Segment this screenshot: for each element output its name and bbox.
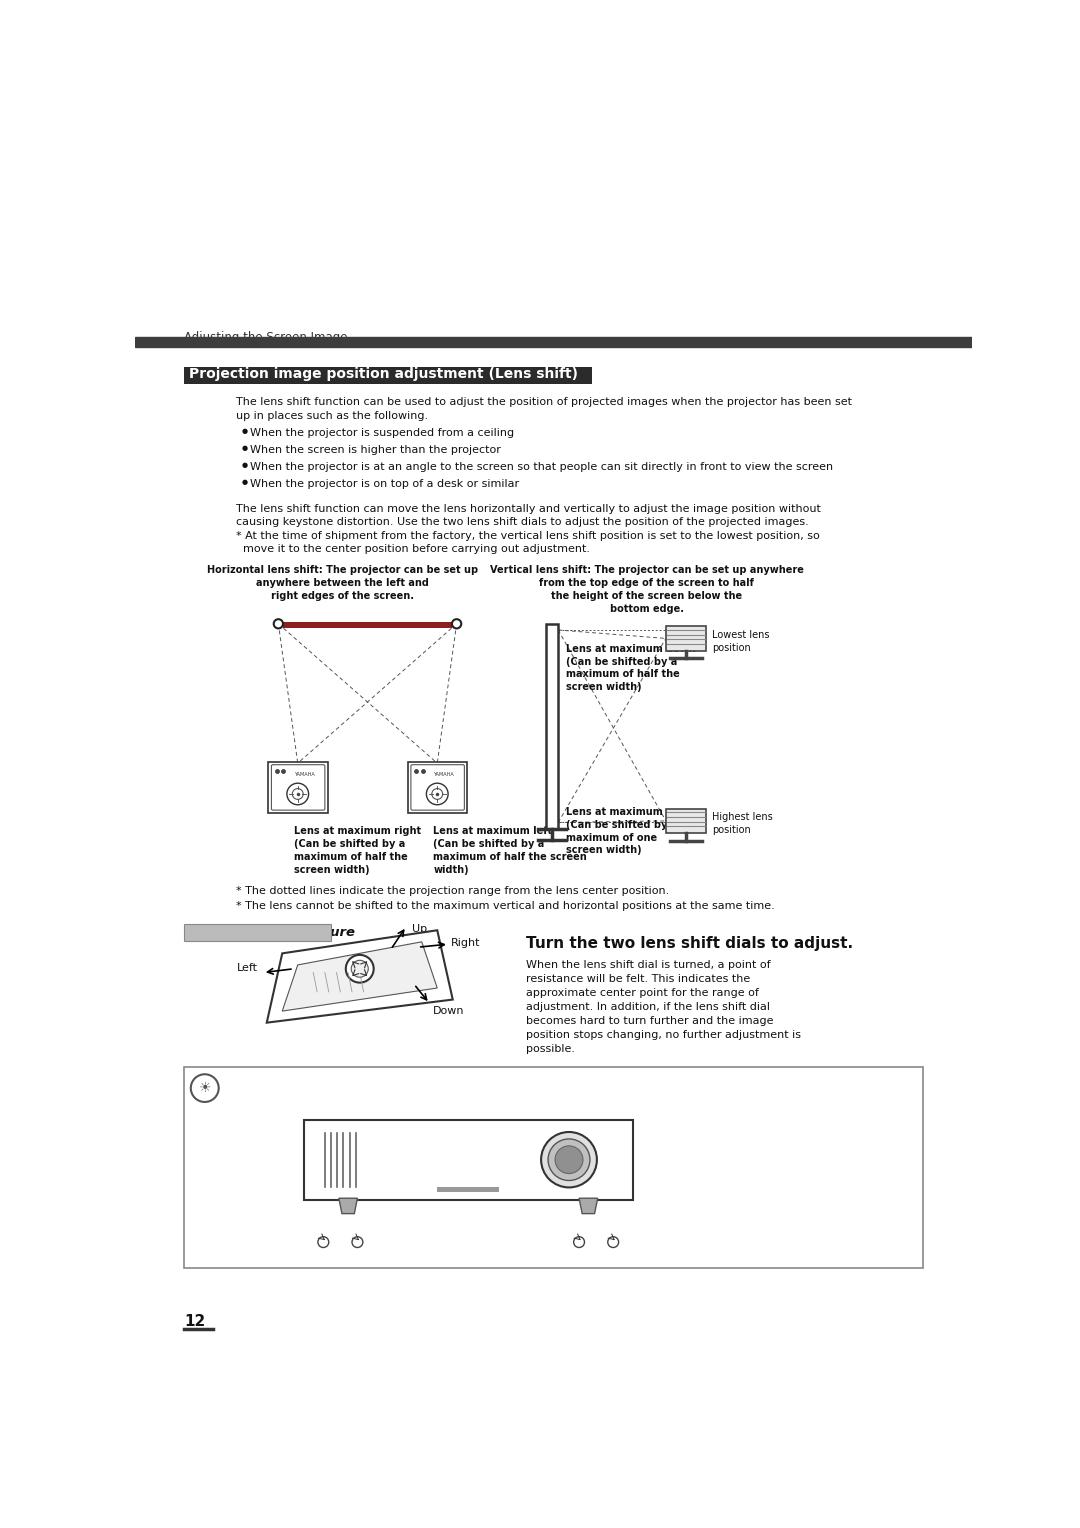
Text: When the projector is at an angle to the screen so that people can sit directly : When the projector is at an angle to the… — [249, 461, 833, 472]
Polygon shape — [267, 931, 453, 1022]
Text: Projection image position adjustment (Lens shift): Projection image position adjustment (Le… — [189, 367, 578, 382]
Polygon shape — [282, 941, 437, 1012]
Circle shape — [191, 1074, 218, 1102]
Circle shape — [351, 960, 368, 978]
Text: Horizontal lens shift: The projector can be set up
anywhere between the left and: Horizontal lens shift: The projector can… — [207, 565, 478, 601]
Text: The lens shift function can move the lens horizontally and vertically to adjust : The lens shift function can move the len… — [235, 504, 821, 527]
Bar — [437, 1187, 499, 1192]
Circle shape — [287, 784, 309, 805]
Bar — [283, 622, 451, 628]
Text: When the lens shift dial is turned, a point of
resistance will be felt. This ind: When the lens shift dial is turned, a po… — [526, 960, 801, 1053]
FancyBboxPatch shape — [268, 761, 328, 813]
Circle shape — [346, 955, 374, 983]
Text: When the screen is higher than the projector: When the screen is higher than the proje… — [249, 445, 500, 455]
FancyBboxPatch shape — [303, 1120, 633, 1199]
Text: * The dotted lines indicate the projection range from the lens center position.: * The dotted lines indicate the projecti… — [235, 886, 669, 895]
Circle shape — [318, 1236, 328, 1247]
Text: When the projector is suspended from a ceiling: When the projector is suspended from a c… — [249, 428, 514, 439]
Text: 12: 12 — [184, 1314, 205, 1329]
Circle shape — [352, 1236, 363, 1247]
Text: Extend: Extend — [307, 1251, 340, 1262]
Bar — [666, 808, 706, 833]
Text: YAMAHA: YAMAHA — [294, 772, 314, 776]
Circle shape — [451, 619, 461, 628]
Text: ●: ● — [241, 480, 247, 484]
Text: Vertical lens shift: The projector can be set up anywhere
from the top edge of t: Vertical lens shift: The projector can b… — [489, 565, 804, 614]
FancyBboxPatch shape — [410, 764, 464, 810]
Polygon shape — [339, 1198, 357, 1213]
Text: Lens at maximum right
(Can be shifted by a
maximum of half the
screen width): Lens at maximum right (Can be shifted by… — [294, 827, 421, 874]
Bar — [184, 367, 592, 384]
Text: Adjusting the Screen Image: Adjusting the Screen Image — [184, 332, 348, 344]
Text: Highest lens
position: Highest lens position — [713, 813, 773, 836]
Bar — [666, 626, 706, 651]
Circle shape — [541, 1132, 597, 1187]
Text: Lens at maximum down
(Can be shifted by a
maximum of half the
screen width): Lens at maximum down (Can be shifted by … — [566, 643, 696, 692]
FancyBboxPatch shape — [408, 761, 468, 813]
Circle shape — [548, 1138, 590, 1181]
Bar — [184, 924, 332, 941]
Bar — [184, 1068, 923, 1268]
Text: Lowest lens
position: Lowest lens position — [713, 630, 770, 652]
Circle shape — [427, 784, 448, 805]
Text: Adjustment procedure: Adjustment procedure — [189, 926, 356, 938]
Text: Down: Down — [433, 1005, 464, 1016]
Text: * At the time of shipment from the factory, the vertical lens shift position is : * At the time of shipment from the facto… — [235, 530, 820, 555]
Text: ●: ● — [241, 461, 247, 468]
Text: Up: Up — [413, 924, 428, 934]
Circle shape — [432, 788, 443, 799]
Text: Retract: Retract — [339, 1251, 375, 1262]
Text: * The lens cannot be shifted to the maximum vertical and horizontal positions at: * The lens cannot be shifted to the maxi… — [235, 902, 774, 911]
Text: When the projector is on top of a desk or similar: When the projector is on top of a desk o… — [249, 480, 518, 489]
Circle shape — [273, 619, 283, 628]
FancyBboxPatch shape — [271, 764, 325, 810]
Circle shape — [555, 1146, 583, 1174]
Text: YAMAHA: YAMAHA — [433, 772, 454, 776]
Circle shape — [293, 788, 303, 799]
Circle shape — [573, 1236, 584, 1247]
Text: Lens at maximum up
(Can be shifted by a
maximum of one
screen width): Lens at maximum up (Can be shifted by a … — [566, 807, 680, 856]
Text: Retract: Retract — [595, 1251, 631, 1262]
Bar — [135, 338, 972, 347]
Polygon shape — [579, 1198, 597, 1213]
Bar — [545, 623, 558, 828]
Text: Extend: Extend — [562, 1251, 596, 1262]
Text: Right: Right — [451, 938, 481, 947]
Text: Turn the two lens shift dials to adjust.: Turn the two lens shift dials to adjust. — [526, 937, 853, 952]
Text: Lens at maximum left
(Can be shifted by a
maximum of half the screen
width): Lens at maximum left (Can be shifted by … — [433, 827, 588, 874]
Text: The lens shift function can be used to adjust the position of projected images w: The lens shift function can be used to a… — [235, 397, 852, 422]
Text: If the projected images are tilted horizontally, use the left and right front ad: If the projected images are tilted horiz… — [228, 1079, 840, 1108]
Text: ●: ● — [241, 445, 247, 451]
Text: Front
adjustable feet: Front adjustable feet — [303, 1221, 377, 1244]
Circle shape — [608, 1236, 619, 1247]
Text: ☀: ☀ — [199, 1082, 211, 1096]
Text: Left: Left — [237, 963, 257, 973]
Text: ●: ● — [241, 428, 247, 434]
Text: Front
adjustable feet: Front adjustable feet — [559, 1221, 633, 1244]
